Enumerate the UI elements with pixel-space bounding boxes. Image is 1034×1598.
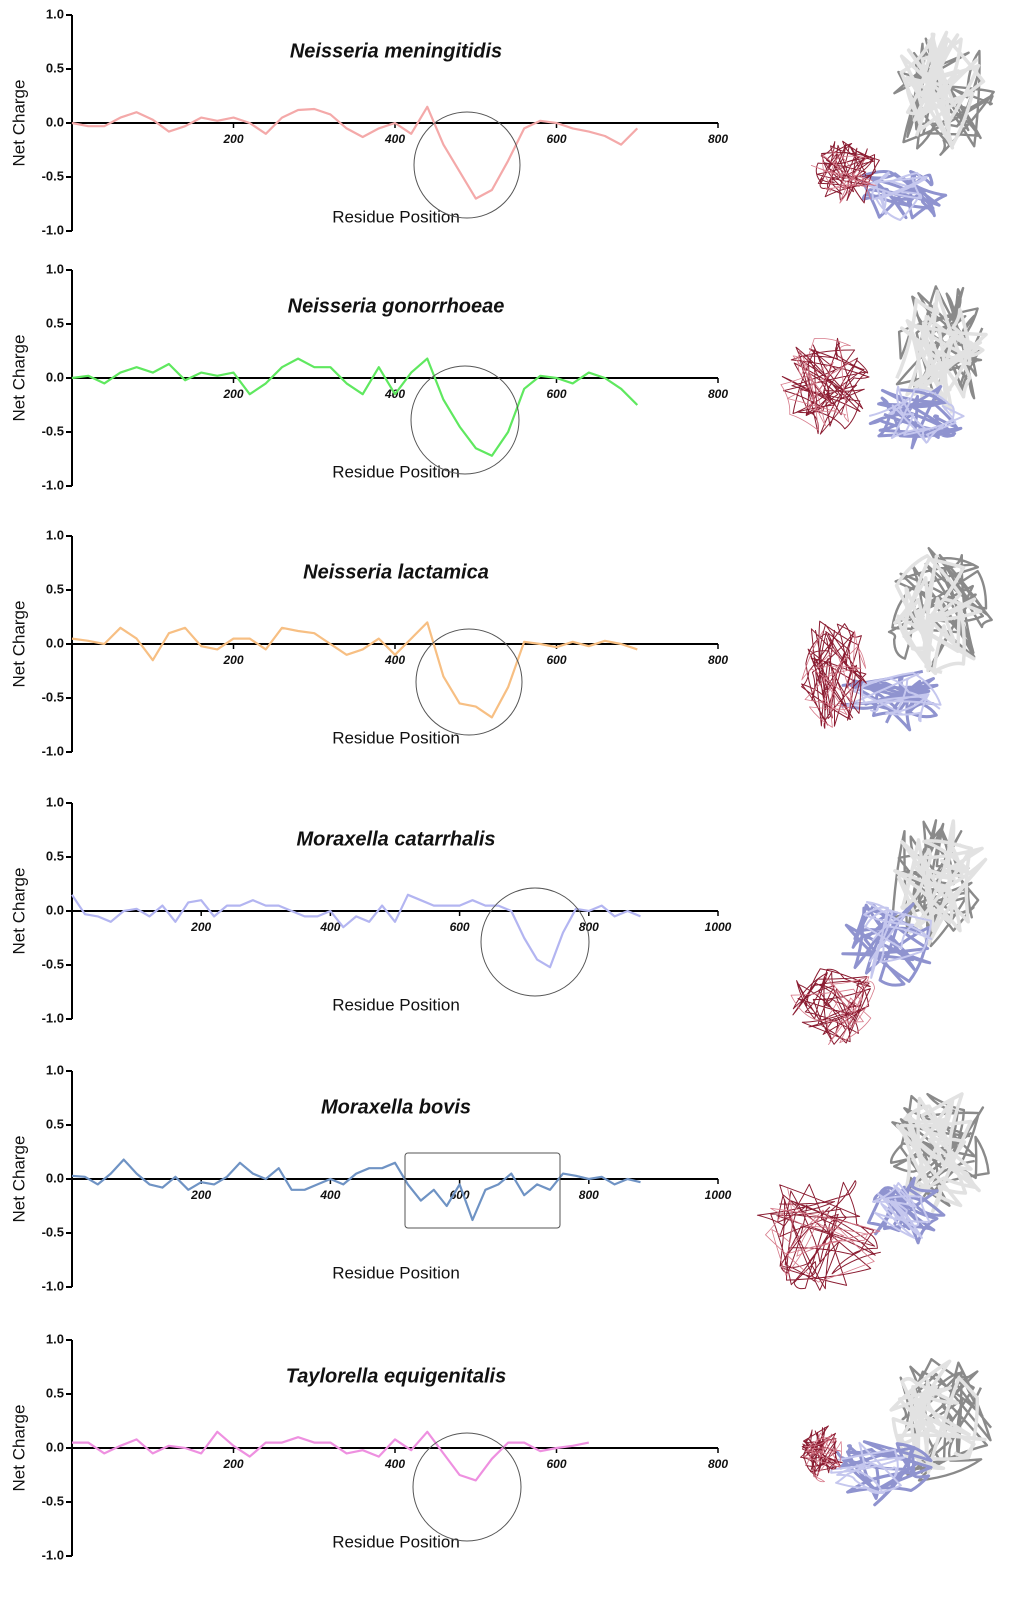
chart-panel: 1.0 0.5 0.0 -0.5 -1.0 200 400 600 800 Taylorella … [9,1331,991,1562]
x-tick-label: 1000 [705,1188,732,1202]
y-axis-label: Net Charge [9,335,28,422]
x-tick-label: 800 [579,1188,599,1202]
x-tick-label: 800 [708,387,728,401]
y-tick-label: -1.0 [42,1010,64,1025]
y-tick-label: -0.5 [42,168,64,183]
y-tick-label: -0.5 [42,423,64,438]
x-axis-label: Residue Position [332,1532,460,1551]
highlight-circle [414,112,520,218]
y-tick-label: 1.0 [46,794,64,809]
x-axis-label: Residue Position [332,1263,460,1282]
x-tick-label: 800 [708,1457,728,1471]
y-tick-label: -0.5 [42,689,64,704]
protein-ribbon [901,32,983,147]
y-axis-label: Net Charge [9,1136,28,1223]
y-tick-label: 0.5 [46,1385,64,1400]
protein-ribbon [863,171,946,217]
x-tick-label: 200 [190,920,211,934]
y-tick-label: -0.5 [42,1224,64,1239]
highlight-circle [413,1433,521,1541]
y-tick-label: 0.0 [46,902,64,917]
y-tick-label: 0.5 [46,60,64,75]
line [72,359,637,456]
x-tick-label: 600 [546,132,566,146]
y-tick-label: -1.0 [42,477,64,492]
x-tick-label: 800 [708,132,728,146]
y-tick-label: -0.5 [42,1493,64,1508]
chart-title: Neisseria lactamica [303,561,489,583]
x-tick-label: 600 [546,1457,566,1471]
line [72,107,637,199]
y-tick-label: 1.0 [46,1062,64,1077]
chart-title: Neisseria gonorrhoeae [288,295,505,317]
y-axis-label: Net Charge [9,868,28,955]
x-tick-label: 200 [222,1457,243,1471]
y-tick-label: -1.0 [42,222,64,237]
line [72,1160,641,1220]
x-tick-label: 600 [546,653,566,667]
y-tick-label: -1.0 [42,1278,64,1293]
protein-ribbon [782,338,869,434]
chart-title: Moraxella catarrhalis [297,828,496,850]
x-tick-label: 600 [546,387,566,401]
x-tick-label: 400 [384,1457,405,1471]
protein-ribbon [801,1426,843,1479]
protein-structure [811,32,993,220]
protein-structure [802,548,992,730]
line [72,895,641,967]
y-tick-label: 0.0 [46,1170,64,1185]
x-axis-label: Residue Position [332,728,460,747]
x-tick-label: 200 [222,387,243,401]
x-tick-label: 800 [579,920,599,934]
y-tick-label: -0.5 [42,956,64,971]
x-tick-label: 400 [319,1188,340,1202]
protein-ribbon [802,621,867,728]
y-axis-label: Net Charge [9,80,28,167]
x-axis-label: Residue Position [332,995,460,1014]
protein-structure [801,1359,992,1505]
y-axis-label: Net Charge [9,1405,28,1492]
highlight-circle [481,888,589,996]
x-tick-label: 200 [190,1188,211,1202]
x-tick-label: 800 [708,653,728,667]
y-tick-label: 0.0 [46,114,64,129]
y-tick-label: 0.5 [46,315,64,330]
y-tick-label: -1.0 [42,1547,64,1562]
x-tick-label: 400 [319,920,340,934]
chart-title: Moraxella bovis [321,1096,471,1118]
highlight-box [405,1153,560,1228]
protein-structure [791,820,986,1044]
y-tick-label: 0.5 [46,581,64,596]
y-tick-label: 1.0 [46,527,64,542]
chart-panel: 1.00.50.0-0.5-1.02004006008001000Moraxel… [9,1062,988,1293]
y-tick-label: 1.0 [46,261,64,276]
line [72,622,637,717]
protein-structure [757,1094,988,1290]
chart-panel: 1.0 0.5 0.0 -0.5 -1.0 200 400 600 800 Neisseria m… [9,6,993,237]
protein-structure [781,286,986,447]
y-tick-label: 1.0 [46,6,64,21]
figure: 1.0 0.5 0.0 -0.5 -1.0 200 400 600 800 Neisseria m… [0,0,1034,1598]
chart-title: Taylorella equigenitalis [286,1365,506,1387]
x-tick-label: 200 [222,653,243,667]
y-tick-label: 0.0 [46,635,64,650]
y-tick-label: 0.5 [46,848,64,863]
x-tick-label: 1000 [705,920,732,934]
chart-panel: 1.0 0.5 0.0 -0.5 -1.0 200 400 600 800 1000 Moraxel… [9,794,985,1044]
y-tick-label: 1.0 [46,1331,64,1346]
y-tick-label: 0.0 [46,369,64,384]
x-axis-label: Residue Position [332,207,460,226]
x-tick-label: 200 [222,132,243,146]
y-axis-label: Net Charge [9,601,28,688]
y-tick-label: 0.5 [46,1116,64,1131]
x-tick-label: 400 [384,132,405,146]
x-axis-label: Residue Position [332,462,460,481]
y-tick-label: 0.0 [46,1439,64,1454]
y-tick-label: -1.0 [42,743,64,758]
chart-title: Neisseria meningitidis [290,40,502,62]
highlight-circle [411,366,519,474]
x-tick-label: 600 [450,920,470,934]
